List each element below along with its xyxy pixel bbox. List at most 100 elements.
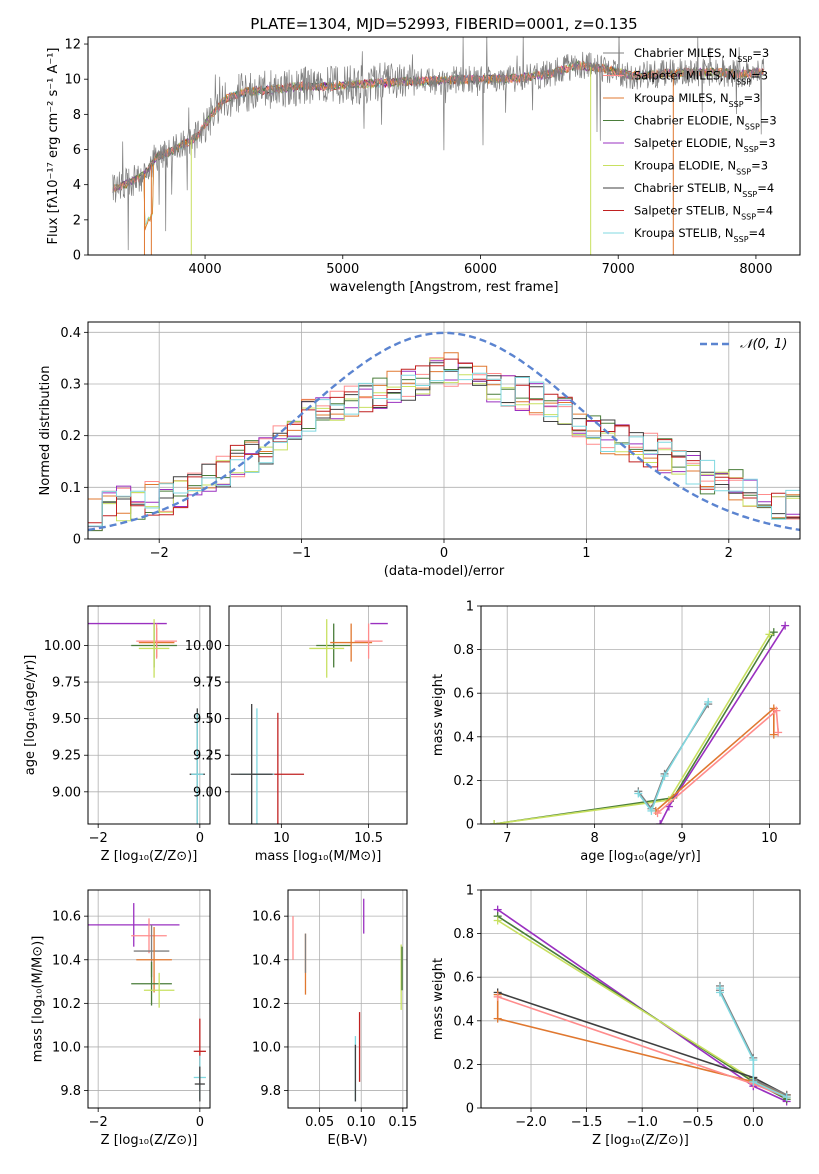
x-axis-label: age [log₁₀(age/yr)] — [580, 849, 701, 864]
x-axis-label: Z [log₁₀(Z/Z⊙)] — [592, 1133, 689, 1148]
series-observed — [112, 37, 765, 251]
error-bar-point — [143, 972, 175, 1008]
legend-subscript: SSP — [736, 77, 751, 86]
x-tick-label: 2 — [725, 546, 733, 561]
axes-frame — [87, 605, 211, 825]
y-tick-label: 9.25 — [52, 749, 81, 764]
plus-marker — [634, 789, 643, 798]
y-tick-label: 10.4 — [252, 953, 281, 968]
age_vs_z-plot-area — [88, 619, 205, 824]
residuals-axes: −2 −1 0 1 2 0 0.1 0.2 0.3 0.4 (data-model)/error No… — [38, 321, 801, 579]
plus-marker — [782, 1093, 791, 1102]
weight_vs_age-axes: 7 8 9 10 0 0.2 0.4 0.6 0.8 1 age [log₁₀(age/yr)] ma… — [431, 600, 801, 864]
error-bar-point — [316, 623, 352, 668]
error-bar-point — [330, 623, 373, 662]
weight-line-kroupa_miles — [496, 994, 787, 1096]
plus-marker — [781, 621, 790, 630]
error-bar-point — [230, 704, 273, 824]
y-axis-label: Normed distribution — [38, 366, 53, 496]
legend-label: Salpeter ELODIE, NSSP=3 — [634, 136, 776, 154]
y-tick-label: 9.00 — [193, 785, 222, 800]
x-tick-label: 4000 — [189, 262, 222, 277]
y-tick-label: 10.00 — [185, 639, 222, 654]
plus-marker — [765, 630, 774, 639]
age_vs_z-axes: −2 0 9.00 9.25 9.50 9.75 10.00 Z [log₁₀(Z/Z⊙)] a… — [23, 605, 211, 864]
error-bar-point — [136, 623, 177, 659]
weight-line-salpeter_miles — [656, 708, 779, 814]
axes-frame — [480, 889, 801, 1109]
error-bar-point — [131, 918, 167, 954]
legend-subscript: SSP — [741, 212, 756, 221]
x-tick-label: −0.5 — [682, 1115, 714, 1130]
residuals-plot-area — [88, 331, 800, 532]
x-tick-label: 0.05 — [305, 1115, 334, 1130]
y-tick-label: 0.1 — [60, 481, 81, 496]
y-tick-label: 0.2 — [453, 1058, 474, 1073]
legend-subscript: SSP — [744, 145, 759, 154]
weight_vs_z-axes: −2.0 −1.5 −1.0 −0.5 0.0 0 0.2 0.4 0.6 0.8 1 Z [log₁… — [431, 884, 801, 1148]
legend-subscript: SSP — [737, 55, 752, 64]
y-tick-label: 0 — [73, 533, 81, 548]
y-tick-label: 10.6 — [252, 910, 281, 925]
plus-marker — [749, 1056, 758, 1065]
legend-label: 𝒩(0, 1) — [740, 337, 787, 352]
legend-label: Kroupa STELIB, NSSP=4 — [634, 226, 765, 244]
y-tick-label: 10.0 — [252, 1040, 281, 1055]
x-tick-label: −2.0 — [515, 1115, 547, 1130]
x-tick-label: −2 — [89, 831, 108, 846]
y-tick-label: 0.4 — [453, 1014, 474, 1029]
y-tick-label: 0 — [466, 1102, 474, 1117]
y-tick-label: 4 — [73, 178, 81, 193]
x-tick-label: −2 — [150, 546, 169, 561]
y-tick-label: 8 — [73, 108, 81, 123]
y-tick-label: 10.4 — [52, 953, 81, 968]
plus-marker — [769, 730, 778, 739]
mass_vs_ebv-axes: 0.05 0.10 0.15 9.8 10.0 10.2 10.4 10.6 E(B-V) — [252, 889, 417, 1148]
y-tick-label: 0 — [73, 249, 81, 264]
plus-marker — [656, 820, 665, 824]
x-tick-label: −1.0 — [626, 1115, 658, 1130]
x-tick-label: 0.0 — [743, 1115, 764, 1130]
error-bar-point — [309, 619, 345, 678]
legend-label: Chabrier MILES, NSSP=3 — [634, 46, 769, 64]
y-tick-label: 9.8 — [260, 1084, 281, 1099]
x-tick-label: −1.5 — [571, 1115, 603, 1130]
error-bar-point — [194, 1066, 205, 1102]
y-tick-label: 9.50 — [193, 712, 222, 727]
error-bar-point — [88, 903, 180, 947]
plus-marker — [769, 628, 778, 637]
weight_vs_z-plot-area — [493, 905, 791, 1106]
legend-label: Chabrier STELIB, NSSP=4 — [634, 181, 774, 199]
gaussian-curve — [88, 331, 800, 532]
y-tick-label: 0 — [466, 818, 474, 833]
age_vs_mass-axes: 10 10.5 9.00 9.25 9.50 9.75 10.00 mass [log₁₀(M… — [185, 605, 408, 864]
x-tick-label: 10 — [273, 831, 290, 846]
mass_vs_z-axes: −2 0 9.8 10.0 10.2 10.4 10.6 Z [log₁₀(Z/Z⊙)] mas… — [31, 889, 211, 1148]
y-tick-label: 9.8 — [60, 1084, 81, 1099]
y-tick-label: 9.75 — [52, 676, 81, 691]
histogram-chabrier_stelib — [88, 362, 800, 527]
weight-line-kroupa_elodie — [493, 633, 771, 824]
x-tick-label: 10 — [761, 831, 778, 846]
y-tick-label: 10 — [64, 73, 81, 88]
x-tick-label: 7000 — [602, 262, 635, 277]
axes-frame — [87, 889, 211, 1109]
plus-marker — [774, 728, 783, 737]
y-tick-label: 0.2 — [60, 429, 81, 444]
chart-title: PLATE=1304, MJD=52993, FIBERID=0001, z=0… — [250, 15, 637, 33]
x-tick-label: 8 — [590, 831, 598, 846]
plus-marker — [493, 916, 502, 925]
mass_vs_z-plot-area — [88, 903, 206, 1102]
y-axis-label: Flux [fλ10⁻¹⁷ erg cm⁻² s⁻¹ A⁻¹] — [46, 47, 61, 244]
y-axis-label: mass weight — [431, 674, 446, 756]
y-tick-label: 10.0 — [52, 1040, 81, 1055]
plus-marker — [660, 772, 669, 781]
y-tick-label: 9.25 — [193, 749, 222, 764]
y-tick-label: 9.75 — [193, 676, 222, 691]
x-axis-label: E(B-V) — [327, 1133, 367, 1148]
y-tick-label: 9.50 — [52, 712, 81, 727]
axes-frame — [228, 605, 408, 825]
y-tick-label: 0.8 — [453, 927, 474, 942]
y-tick-label: 12 — [64, 38, 81, 53]
axes-frame — [480, 605, 801, 825]
